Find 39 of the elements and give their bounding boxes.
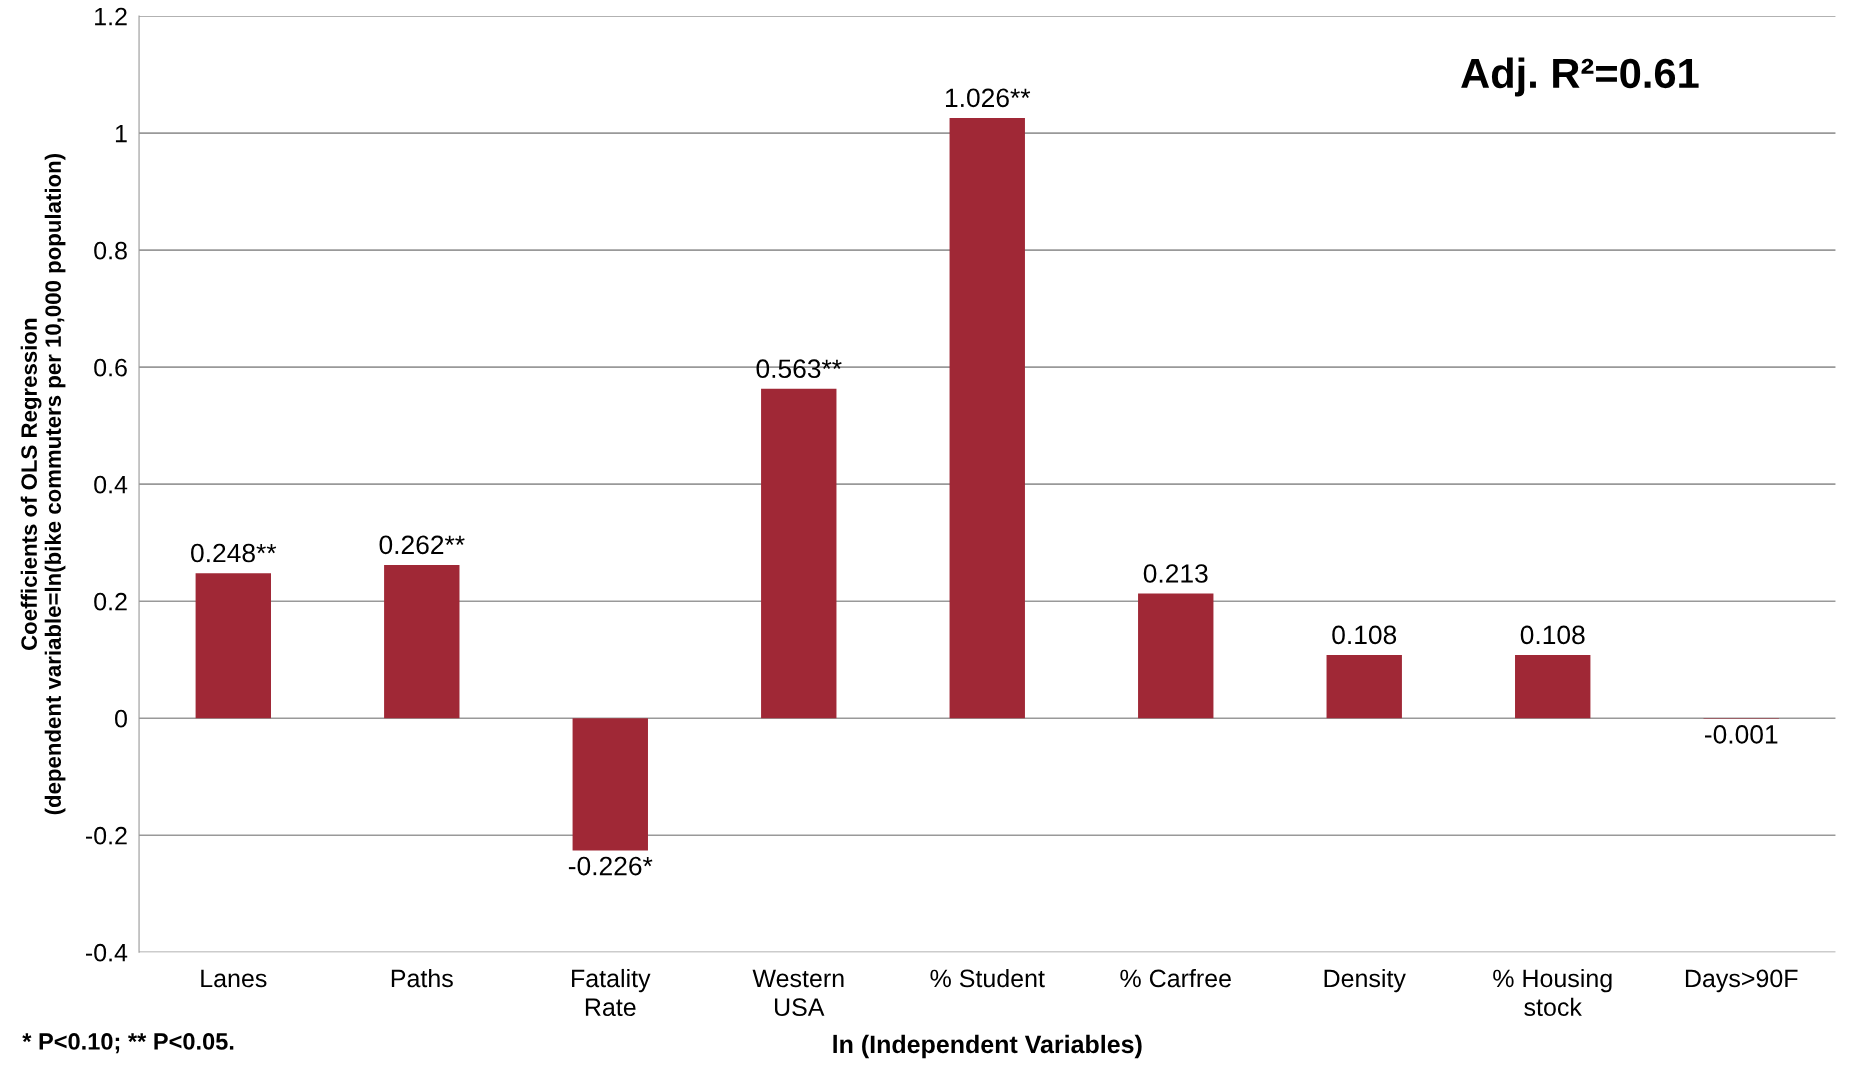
- x-tick-label: Days>90F: [1685, 969, 1798, 993]
- x-tick-label: Density: [1324, 968, 1406, 993]
- bar: [1326, 655, 1402, 719]
- x-tick-label: % Carfree: [1120, 968, 1231, 988]
- bar: [572, 718, 648, 851]
- y-tick-label: 1.2: [95, 7, 127, 26]
- text: * P<0.10; ** P<0.05.: [22, 1033, 234, 1054]
- y-tick-label: -0.2: [85, 826, 127, 845]
- y-axis-title: Coefficients of OLS Regression (dependent variable=ln(bike commuters per 10,000 population): [20, 154, 66, 815]
- bar: [384, 564, 460, 719]
- x-tick-label: % Student: [930, 968, 1045, 988]
- x-tick-label: Western USA: [752, 969, 844, 1017]
- data-label: 0.563**: [756, 359, 842, 379]
- y-tick-label: 0.2: [94, 592, 127, 611]
- data-label: -0.226*: [568, 856, 653, 876]
- y-tick-label: 0.4: [94, 475, 128, 494]
- x-axis-title: ln (Independent Variables): [833, 1034, 1142, 1059]
- x-tick-label: Fatality Rate: [572, 968, 651, 1017]
- y-tick-label: 0.8: [94, 241, 127, 260]
- data-label: -0.001: [1704, 725, 1778, 744]
- bar: [195, 573, 271, 719]
- x-tick-label: Paths: [391, 968, 453, 988]
- y-tick-label: 0.6: [94, 358, 127, 377]
- x-tick-label: Lanes: [201, 969, 267, 988]
- bar: [1138, 593, 1214, 719]
- bar: [761, 388, 837, 719]
- data-label: 0.108: [1520, 625, 1585, 645]
- data-label: 0.213: [1143, 564, 1208, 583]
- data-label: 0.248**: [191, 543, 277, 563]
- data-label: 0.108: [1332, 625, 1397, 645]
- bar: [949, 117, 1025, 719]
- y-tick-label: -0.4: [85, 943, 128, 962]
- y-tick-label: 0: [115, 709, 127, 728]
- y-tick-label: 1: [115, 125, 127, 143]
- annotation: Adj. R²=0.61: [1461, 57, 1699, 97]
- data-label: 1.026**: [945, 88, 1031, 108]
- x-tick-label: % Housing stock: [1493, 968, 1612, 1017]
- bar: [1515, 655, 1591, 719]
- data-label: 0.262**: [379, 535, 465, 555]
